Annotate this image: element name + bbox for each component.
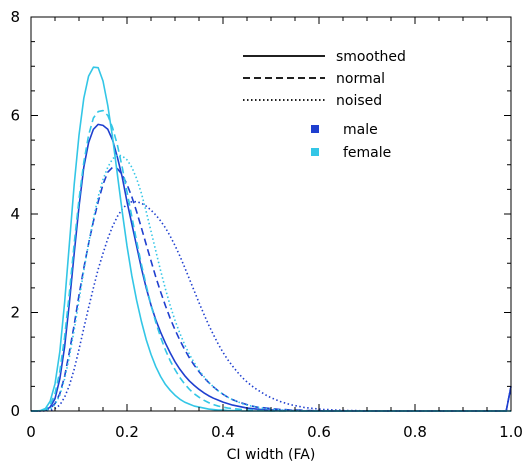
y-tick-label: 2 bbox=[10, 304, 20, 322]
x-tick-label: 0 bbox=[26, 423, 36, 441]
legend: smoothed normal noised male female bbox=[243, 49, 406, 161]
ticks-layer: 0 0.2 0.4 0.6 0.8 1.0 0 2 4 6 8 bbox=[10, 8, 522, 441]
legend-label-smoothed: smoothed bbox=[336, 49, 406, 65]
x-axis-label: CI width (FA) bbox=[227, 447, 316, 463]
x-tick-label: 0.2 bbox=[115, 423, 139, 441]
legend-label-noised: noised bbox=[336, 93, 382, 109]
legend-label-female: female bbox=[343, 145, 391, 161]
x-tick-label: 0.4 bbox=[211, 423, 235, 441]
y-tick-label: 8 bbox=[10, 8, 20, 26]
x-tick-label: 0.8 bbox=[403, 423, 427, 441]
x-tick-label: 1.0 bbox=[499, 423, 523, 441]
x-tick-label: 0.6 bbox=[307, 423, 331, 441]
y-tick-label: 6 bbox=[10, 107, 20, 125]
legend-swatch-female bbox=[311, 148, 319, 156]
y-tick-label: 4 bbox=[10, 205, 20, 223]
legend-swatch-male bbox=[311, 125, 319, 133]
legend-label-normal: normal bbox=[336, 71, 385, 87]
y-tick-label: 0 bbox=[10, 402, 20, 420]
legend-label-male: male bbox=[343, 122, 378, 138]
